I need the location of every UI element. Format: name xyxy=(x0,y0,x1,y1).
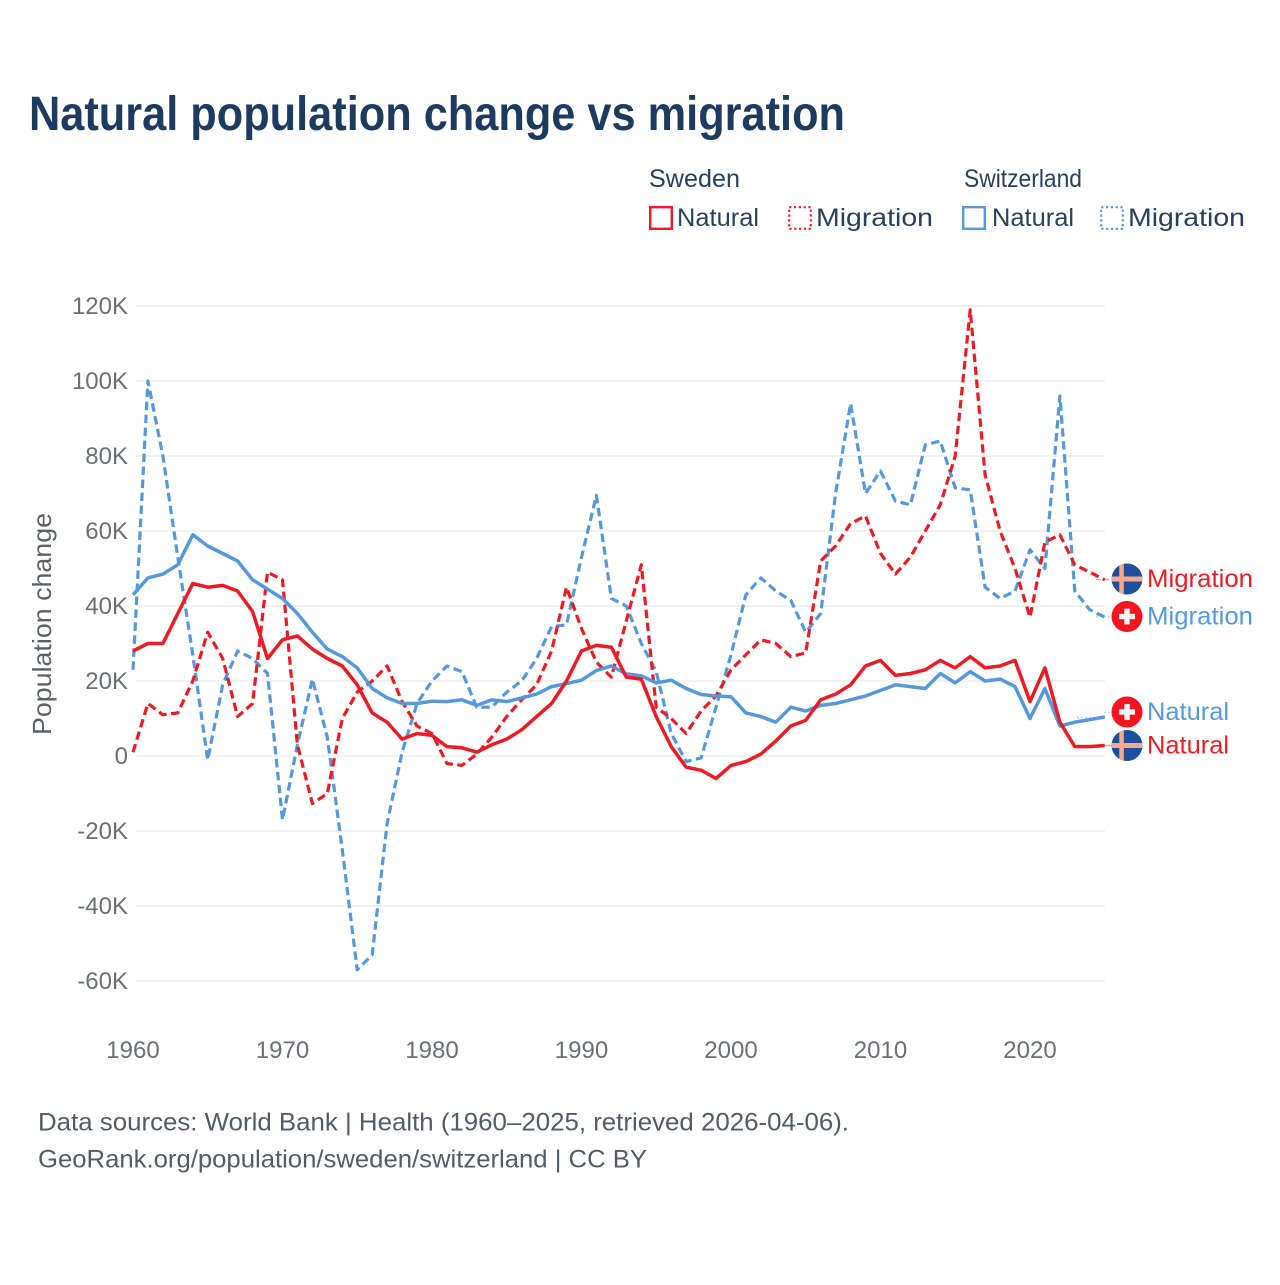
svg-text:Migration: Migration xyxy=(1128,204,1245,232)
svg-text:100K: 100K xyxy=(72,368,128,395)
svg-text:20K: 20K xyxy=(85,668,128,695)
svg-text:Switzerland: Switzerland xyxy=(964,165,1082,193)
svg-text:2010: 2010 xyxy=(854,1037,907,1064)
svg-text:-20K: -20K xyxy=(77,818,128,845)
svg-text:Migration: Migration xyxy=(1147,565,1253,593)
svg-text:2000: 2000 xyxy=(704,1037,757,1064)
svg-text:Natural: Natural xyxy=(1147,732,1229,760)
svg-text:Natural population change vs m: Natural population change vs migration xyxy=(29,88,845,141)
svg-text:1960: 1960 xyxy=(106,1037,159,1064)
svg-text:Population change: Population change xyxy=(27,513,57,735)
svg-text:1970: 1970 xyxy=(256,1037,309,1064)
svg-text:60K: 60K xyxy=(85,518,128,545)
svg-text:120K: 120K xyxy=(72,293,128,320)
svg-text:Natural: Natural xyxy=(1147,698,1229,726)
svg-text:2020: 2020 xyxy=(1003,1037,1056,1064)
svg-text:-40K: -40K xyxy=(77,893,128,920)
svg-text:Migration: Migration xyxy=(1147,603,1253,631)
svg-text:Natural: Natural xyxy=(992,204,1074,232)
svg-text:0: 0 xyxy=(115,743,128,770)
svg-text:Data sources: World Bank | Hea: Data sources: World Bank | Health (1960–… xyxy=(38,1109,849,1137)
svg-text:40K: 40K xyxy=(85,593,128,620)
svg-text:Natural: Natural xyxy=(677,204,759,232)
svg-text:Migration: Migration xyxy=(816,204,933,232)
svg-text:80K: 80K xyxy=(85,443,128,470)
svg-text:1980: 1980 xyxy=(405,1037,458,1064)
svg-text:1990: 1990 xyxy=(555,1037,608,1064)
svg-text:Sweden: Sweden xyxy=(649,165,740,193)
svg-text:GeoRank.org/population/sweden/: GeoRank.org/population/sweden/switzerlan… xyxy=(38,1146,647,1174)
svg-text:-60K: -60K xyxy=(77,968,128,995)
